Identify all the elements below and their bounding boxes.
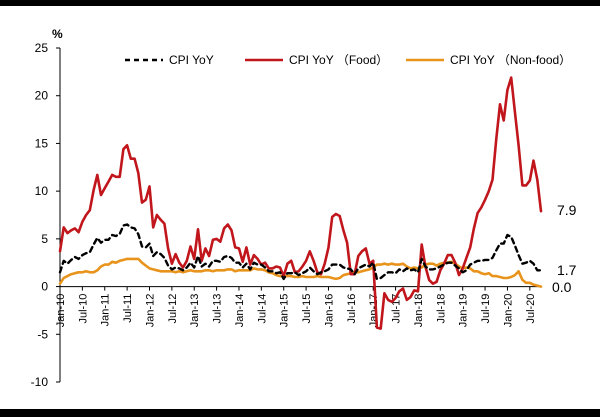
x-tick-label: Jan-10 — [55, 294, 67, 328]
x-tick-label: Jan-13 — [189, 294, 201, 328]
x-tick-label: Jul-11 — [122, 294, 134, 323]
x-tick-label: Jul-16 — [346, 294, 358, 324]
legend-label-food: CPI YoY （Food） — [289, 53, 388, 67]
y-unit-label: % — [52, 27, 63, 41]
x-tick-label: Jan-15 — [279, 294, 291, 328]
x-tick-label: Jan-20 — [502, 294, 514, 328]
end-label-nonfood: 0.0 — [552, 279, 572, 295]
x-tick-labels: Jan-10 Jul-10 Jan-11 Jul-11 Jan-12 Jul-12 Jan-… — [55, 286, 537, 328]
x-tick-label: Jul-13 — [212, 294, 224, 324]
series-line-cpi — [58, 223, 543, 281]
end-label-cpi: 1.7 — [557, 262, 577, 278]
x-tick-label: Jan-16 — [323, 294, 335, 328]
legend: CPI YoY CPI YoY （Food） CPI YoY （Non-food） — [125, 53, 571, 67]
y-tick-label: 25 — [35, 41, 49, 55]
legend-label-cpi: CPI YoY — [169, 53, 214, 67]
axes — [59, 48, 541, 382]
x-tick-label: Jul-12 — [167, 294, 179, 324]
x-tick-label: Jul-18 — [435, 294, 447, 324]
legend-label-nonfood: CPI YoY （Non-food） — [450, 53, 571, 67]
x-tick-label: Jul-10 — [77, 294, 89, 324]
x-tick-label: Jul-19 — [480, 294, 492, 324]
y-tick-label: -5 — [37, 327, 48, 341]
frame-bottom-bar — [0, 409, 600, 417]
y-tick-label: 15 — [35, 136, 49, 150]
series-line-nonfood — [58, 257, 543, 288]
y-tick-label: 5 — [41, 232, 48, 246]
series-line-food — [58, 76, 543, 330]
y-tick-label: -10 — [31, 375, 49, 389]
x-tick-label: Jan-12 — [144, 294, 156, 328]
y-tick-label: 0 — [41, 280, 48, 294]
x-tick-label: Jan-14 — [234, 294, 246, 328]
x-tick-label: Jul-15 — [301, 294, 313, 324]
y-tick-label: 20 — [35, 89, 49, 103]
frame-top-bar — [0, 0, 600, 6]
x-tick-label: Jan-11 — [100, 294, 112, 327]
x-tick-label: Jul-14 — [256, 294, 268, 324]
series-group — [58, 76, 543, 330]
x-tick-label: Jan-19 — [458, 294, 470, 328]
x-tick-label: Jul-20 — [525, 294, 537, 324]
end-label-food: 7.9 — [557, 202, 577, 218]
end-labels: 1.7 7.9 0.0 — [552, 202, 577, 295]
y-tick-label: 10 — [35, 184, 49, 198]
y-tick-labels: -10 -5 0 5 10 15 20 25 — [31, 41, 60, 389]
x-tick-label: Jan-18 — [413, 294, 425, 328]
